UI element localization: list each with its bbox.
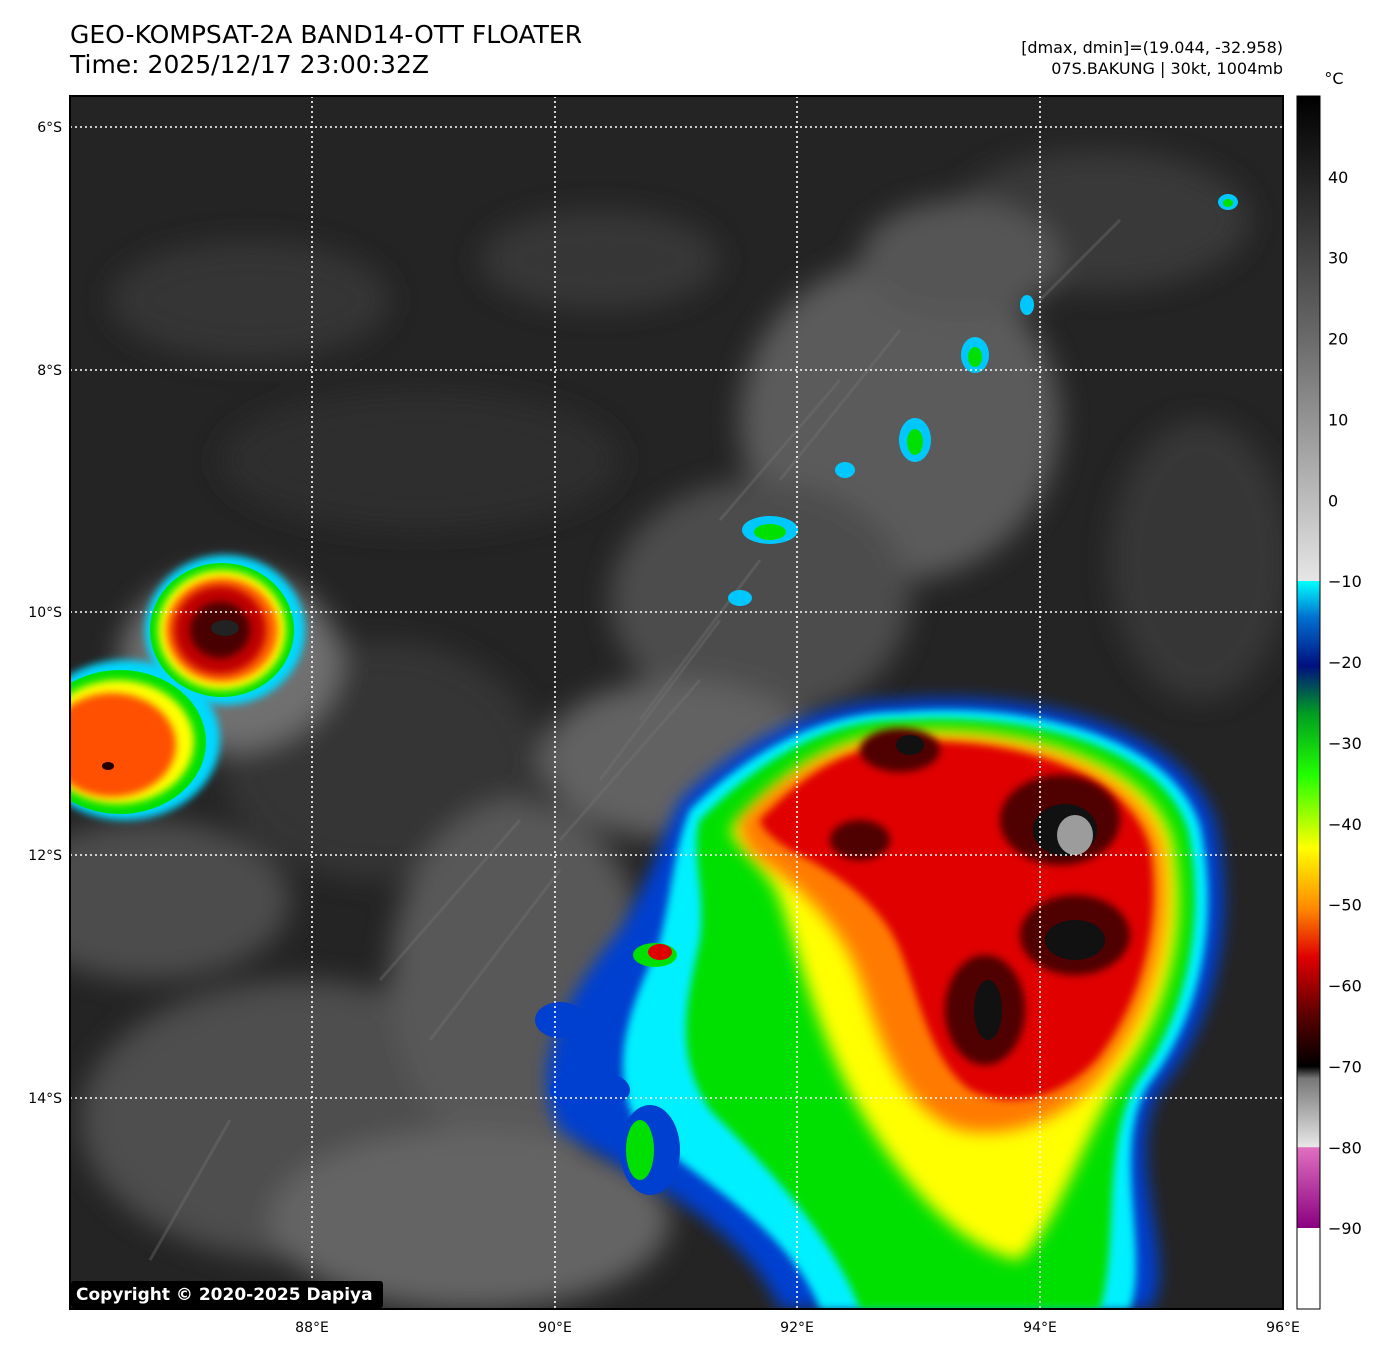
map-frame — [69, 95, 1284, 1310]
colorbar-tick-label: 20 — [1328, 330, 1348, 349]
lon-label-88e: 88°E — [295, 1320, 329, 1336]
lon-label-94e: 94°E — [1023, 1320, 1057, 1336]
colorbar: °C 40 30 20 10 0 −10 −20 −30 −40 −50 −60 −70 −80 −90 — [1296, 69, 1362, 1310]
colorbar-tick-label: 40 — [1328, 168, 1348, 187]
colorbar-gradient — [1296, 95, 1321, 1310]
colorbar-tick-label: −50 — [1328, 896, 1362, 915]
lat-label-10s: 10°S — [28, 605, 62, 621]
scattered-convection — [728, 194, 1238, 606]
colorbar-tick-label: −30 — [1328, 734, 1362, 753]
west-storm — [70, 555, 305, 820]
map-title: GEO-KOMPSAT-2A BAND14-OTT FLOATER Time: … — [70, 20, 582, 80]
colorbar-tick-label: −60 — [1328, 977, 1362, 996]
colorbar-tick-label: 10 — [1328, 410, 1348, 429]
colorbar-tick-label: −20 — [1328, 653, 1362, 672]
copyright-badge: Copyright © 2020-2025 Dapiya — [71, 1281, 383, 1308]
stats-line: [dmax, dmin]=(19.044, -32.958) — [1021, 38, 1283, 57]
colorbar-tick-label: −10 — [1328, 572, 1362, 591]
storm-line: 07S.BAKUNG | 30kt, 1004mb — [1051, 59, 1283, 78]
lat-label-8s: 8°S — [37, 363, 62, 379]
colorbar-tick-label: −70 — [1328, 1057, 1362, 1076]
title-product: GEO-KOMPSAT-2A BAND14-OTT FLOATER — [70, 20, 583, 49]
colorbar-tick-label: −40 — [1328, 815, 1362, 834]
colorbar-tick-label: 0 — [1328, 491, 1338, 510]
colorbar-tick-label: −90 — [1328, 1219, 1362, 1238]
lat-label-14s: 14°S — [28, 1091, 62, 1107]
lon-label-96e: 96°E — [1266, 1320, 1300, 1336]
title-time: Time: 2025/12/17 23:00:32Z — [70, 50, 429, 79]
colorbar-unit: °C — [1324, 69, 1343, 88]
lon-label-90e: 90°E — [538, 1320, 572, 1336]
lat-label-12s: 12°S — [28, 848, 62, 864]
storm-bakung — [535, 698, 1224, 1309]
lon-label-92e: 92°E — [780, 1320, 814, 1336]
satellite-imagery — [70, 96, 1283, 1309]
copyright-text: Copyright © 2020-2025 Dapiya — [76, 1285, 373, 1305]
colorbar-tick-label: 30 — [1328, 249, 1348, 268]
lat-label-6s: 6°S — [37, 120, 62, 136]
map-meta: [dmax, dmin]=(19.044, -32.958) 07S.BAKUN… — [1021, 37, 1283, 79]
gridlines — [70, 96, 1283, 1309]
colorbar-tick-label: −80 — [1328, 1138, 1362, 1157]
